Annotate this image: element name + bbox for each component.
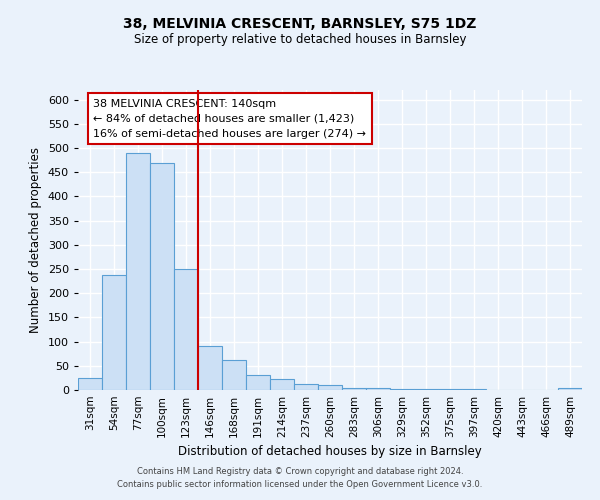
Bar [174,269,198,390]
Bar [342,388,366,390]
Bar [438,389,462,390]
Bar [270,380,294,390]
Bar [462,389,486,390]
Bar [78,378,102,390]
Bar [126,153,150,390]
Bar [414,388,438,390]
Text: Size of property relative to detached houses in Barnsley: Size of property relative to detached ho… [134,32,466,46]
Bar [198,346,222,390]
Text: 38 MELVINIA CRESCENT: 140sqm
← 84% of detached houses are smaller (1,423)
16% of: 38 MELVINIA CRESCENT: 140sqm ← 84% of de… [93,99,366,138]
Y-axis label: Number of detached properties: Number of detached properties [29,147,42,333]
Bar [558,388,582,390]
Bar [222,360,246,390]
Text: 38, MELVINIA CRESCENT, BARNSLEY, S75 1DZ: 38, MELVINIA CRESCENT, BARNSLEY, S75 1DZ [124,18,476,32]
Bar [294,384,318,390]
Bar [366,388,390,390]
Bar [390,388,414,390]
Text: Contains public sector information licensed under the Open Government Licence v3: Contains public sector information licen… [118,480,482,489]
Bar [246,374,270,390]
Bar [102,276,126,390]
X-axis label: Distribution of detached houses by size in Barnsley: Distribution of detached houses by size … [178,446,482,458]
Bar [150,162,174,390]
Text: Contains HM Land Registry data © Crown copyright and database right 2024.: Contains HM Land Registry data © Crown c… [137,467,463,476]
Bar [318,385,342,390]
